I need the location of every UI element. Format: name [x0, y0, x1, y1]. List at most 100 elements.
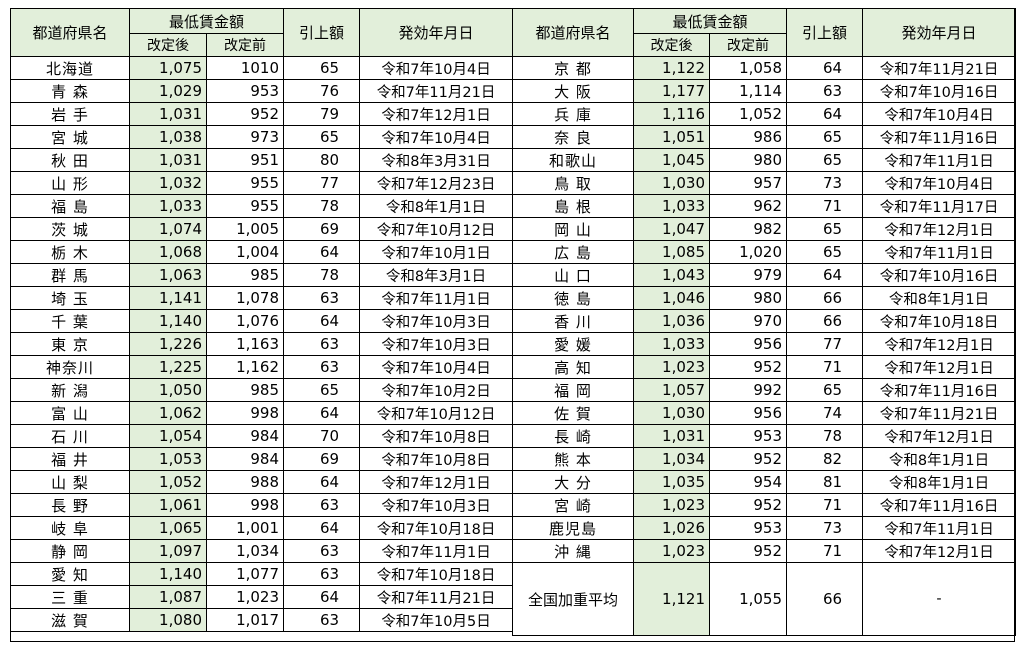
prefecture-name: 佐 賀	[512, 401, 634, 425]
prefecture-name: 福 井	[10, 447, 130, 471]
increase-amount: 63	[786, 79, 864, 103]
table-row: 岩 手 1,031 952 79 令和7年12月1日	[10, 102, 514, 126]
prefecture-name: 埼 玉	[10, 286, 130, 310]
prefecture-name: 青 森	[10, 79, 130, 103]
prefecture-name: 兵 庫	[512, 102, 634, 126]
effective-date: 令和8年3月1日	[359, 263, 514, 287]
prefecture-name: 群 馬	[10, 263, 130, 287]
effective-date: 令和7年10月18日	[359, 516, 514, 540]
table-row: 奈 良 1,051 986 65 令和7年11月16日	[512, 125, 1017, 149]
increase-amount: 64	[283, 516, 361, 540]
wage-after: 1,226	[129, 332, 207, 356]
wage-after: 1,046	[633, 286, 710, 310]
wage-after: 1,029	[129, 79, 207, 103]
wage-before: 1,077	[205, 562, 285, 586]
wage-after: 1,045	[633, 148, 710, 172]
wage-after: 1,068	[129, 240, 207, 264]
increase-amount: 65	[786, 125, 864, 149]
wage-after: 1,033	[633, 332, 710, 356]
table-row: 長 崎 1,031 953 78 令和7年12月1日	[512, 424, 1017, 448]
wage-after: 1,054	[129, 424, 207, 448]
wage-before: 1,017	[205, 608, 285, 632]
increase-amount: 71	[786, 493, 864, 517]
left-table-body: 北海道 1,075 1010 65 令和7年10月4日青 森 1,029 953 76 令和7年…	[10, 56, 514, 632]
wage-after: 1,030	[633, 401, 710, 425]
wage-after: 1,097	[129, 539, 207, 563]
table-row: 岐 阜 1,065 1,001 64 令和7年10月18日	[10, 516, 514, 540]
effective-date: 令和7年10月4日	[359, 56, 514, 80]
table-row: 香 川 1,036 970 66 令和7年10月18日	[512, 309, 1017, 333]
effective-date: 令和7年12月1日	[862, 355, 1017, 379]
effective-date: 令和8年1月1日	[359, 194, 514, 218]
prefecture-name: 福 岡	[512, 378, 634, 402]
effective-date: 令和8年3月31日	[359, 148, 514, 172]
increase-amount: 64	[786, 263, 864, 287]
increase-amount: 65	[786, 378, 864, 402]
table-row: 大 阪 1,177 1,114 63 令和7年10月16日	[512, 79, 1017, 103]
table-row: 京 都 1,122 1,058 64 令和7年11月21日	[512, 56, 1017, 80]
increase-amount: 71	[786, 194, 864, 218]
wage-before: 985	[205, 378, 285, 402]
wage-after: 1,035	[633, 470, 710, 494]
table-row: 宮 崎 1,023 952 71 令和7年11月16日	[512, 493, 1017, 517]
national-average-increase: 66	[786, 562, 864, 636]
national-average-date: -	[862, 562, 1017, 636]
table-row: 愛 媛 1,033 956 77 令和7年12月1日	[512, 332, 1017, 356]
wage-after: 1,062	[129, 401, 207, 425]
effective-date: 令和7年12月1日	[359, 102, 514, 126]
effective-date: 令和7年11月16日	[862, 125, 1017, 149]
table-row: 埼 玉 1,141 1,078 63 令和7年11月1日	[10, 286, 514, 310]
wage-after: 1,052	[129, 470, 207, 494]
effective-date: 令和8年1月1日	[862, 470, 1017, 494]
table-row: 広 島 1,085 1,020 65 令和7年11月1日	[512, 240, 1017, 264]
effective-date: 令和7年11月16日	[862, 493, 1017, 517]
right-table-pane: 都道府県名 最低賃金額 引上額 発効年月日 改定後 改定前 京 都 1,122 1,…	[512, 8, 1017, 642]
wage-after: 1,031	[633, 424, 710, 448]
wage-before: 985	[205, 263, 285, 287]
table-row: 熊 本 1,034 952 82 令和8年1月1日	[512, 447, 1017, 471]
effective-date: 令和7年10月3日	[359, 493, 514, 517]
increase-amount: 78	[283, 263, 361, 287]
effective-date: 令和7年11月1日	[862, 516, 1017, 540]
increase-amount: 65	[786, 240, 864, 264]
effective-date: 令和7年11月1日	[862, 148, 1017, 172]
increase-amount: 78	[786, 424, 864, 448]
right-table-body: 京 都 1,122 1,058 64 令和7年11月21日大 阪 1,177 1,114 63…	[512, 56, 1017, 563]
wage-before: 952	[708, 447, 788, 471]
effective-date: 令和7年10月12日	[359, 401, 514, 425]
prefecture-name: 富 山	[10, 401, 130, 425]
prefecture-name: 宮 崎	[512, 493, 634, 517]
wage-before: 1,001	[205, 516, 285, 540]
wage-before: 1,114	[708, 79, 788, 103]
prefecture-name: 徳 島	[512, 286, 634, 310]
prefecture-name: 神奈川	[10, 355, 130, 379]
prefecture-name: 栃 木	[10, 240, 130, 264]
header-min-wage-right: 最低賃金額	[632, 8, 788, 34]
wage-before: 952	[708, 355, 788, 379]
increase-amount: 78	[283, 194, 361, 218]
table-row: 鹿児島 1,026 953 73 令和7年11月1日	[512, 516, 1017, 540]
wage-before: 1,020	[708, 240, 788, 264]
effective-date: 令和7年10月3日	[359, 332, 514, 356]
table-row: 兵 庫 1,116 1,052 64 令和7年10月4日	[512, 102, 1017, 126]
wage-after: 1,085	[633, 240, 710, 264]
wage-before: 1,162	[205, 355, 285, 379]
prefecture-name: 福 島	[10, 194, 130, 218]
effective-date: 令和7年12月23日	[359, 171, 514, 195]
increase-amount: 73	[786, 516, 864, 540]
wage-before: 955	[205, 171, 285, 195]
prefecture-name: 北海道	[10, 56, 130, 80]
increase-amount: 64	[283, 309, 361, 333]
effective-date: 令和7年10月4日	[359, 125, 514, 149]
prefecture-name: 岐 阜	[10, 516, 130, 540]
table-row: 神奈川 1,225 1,162 63 令和7年10月4日	[10, 355, 514, 379]
wage-before: 962	[708, 194, 788, 218]
table-row: 青 森 1,029 953 76 令和7年11月21日	[10, 79, 514, 103]
wage-before: 957	[708, 171, 788, 195]
effective-date: 令和8年1月1日	[862, 286, 1017, 310]
header-increase-right: 引上額	[786, 8, 864, 57]
prefecture-name: 山 梨	[10, 470, 130, 494]
effective-date: 令和7年10月5日	[359, 608, 514, 632]
wage-after: 1,141	[129, 286, 207, 310]
prefecture-name: 和歌山	[512, 148, 634, 172]
